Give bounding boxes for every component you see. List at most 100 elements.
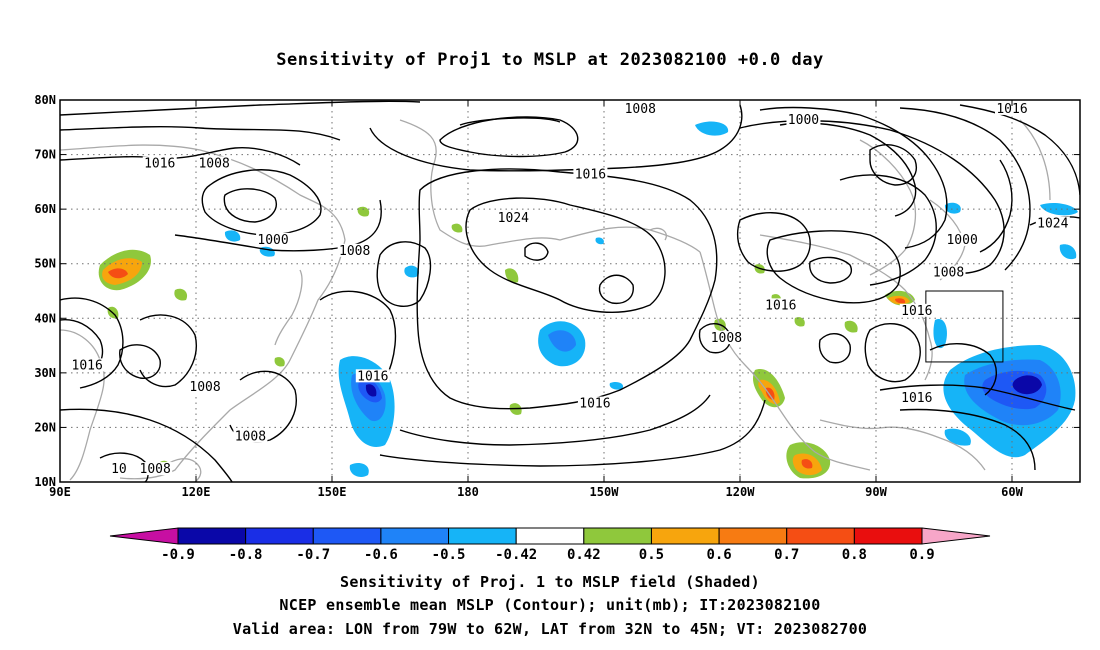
contour-label: 1000 xyxy=(946,233,977,248)
contour-label: 1008 xyxy=(933,266,964,281)
contour-label: 1016 xyxy=(579,397,610,412)
contour-label: 1008 xyxy=(189,380,220,395)
lon-label: 90W xyxy=(865,485,887,499)
contour-label-bg xyxy=(197,156,232,170)
contour-label: 10 xyxy=(111,462,127,477)
contour-label: 1008 xyxy=(625,102,656,117)
caption-valid-area: Valid area: LON from 79W to 62W, LAT fro… xyxy=(232,620,868,638)
contour-label-bg xyxy=(623,101,658,115)
lon-label: 90E xyxy=(49,485,71,499)
valid-area-box xyxy=(925,290,1004,363)
lon-label: 150W xyxy=(590,485,620,499)
contour-label: 1000 xyxy=(788,113,819,128)
lat-label: 40N xyxy=(34,311,56,325)
contour-label: 1016 xyxy=(72,358,103,373)
caption-contour: NCEP ensemble mean MSLP (Contour); unit(… xyxy=(279,596,821,614)
contour-label-bg xyxy=(899,303,934,317)
contour-label: 1016 xyxy=(996,102,1027,117)
chart-title: Sensitivity of Proj1 to MSLP at 20230821… xyxy=(276,50,824,70)
contour-label: 1024 xyxy=(498,211,529,226)
map-frame xyxy=(59,99,1081,483)
contour-label: 1016 xyxy=(901,304,932,319)
contour-label: 1008 xyxy=(198,156,229,171)
contour-label-bg xyxy=(109,462,128,476)
contour-label-bg xyxy=(142,156,177,170)
colorbar-label: -0.9 xyxy=(161,547,195,563)
contour-label-bg xyxy=(355,369,390,383)
lat-label: 70N xyxy=(34,148,56,162)
colorbar-swatch xyxy=(448,527,517,545)
lat-label: 10N xyxy=(34,475,56,489)
lat-label: 20N xyxy=(34,420,56,434)
lat-label: 80N xyxy=(34,93,56,107)
colorbar-label: 0.42 xyxy=(567,547,601,563)
colorbar-swatch xyxy=(177,527,247,545)
contour-label-bg xyxy=(256,232,291,246)
contour-label-bg xyxy=(233,429,268,443)
contour-label: 1008 xyxy=(711,331,742,346)
colorbar-swatch xyxy=(650,527,720,545)
contour-label-bg xyxy=(1035,216,1070,230)
coastlines xyxy=(60,119,1051,482)
lat-label: 60N xyxy=(34,202,56,216)
contour-label: 1016 xyxy=(765,298,796,313)
contour-label: 1000 xyxy=(257,233,288,248)
contour-label-bg xyxy=(573,167,608,181)
lon-label: 120W xyxy=(726,485,756,499)
colorbar-label: 0.9 xyxy=(909,547,934,563)
contour-label-bg xyxy=(70,358,105,372)
contour-label: 1016 xyxy=(901,391,932,406)
lon-label: 60W xyxy=(1001,485,1023,499)
colorbar-label: 0.5 xyxy=(639,547,664,563)
contour-label-bg xyxy=(496,211,531,225)
colorbar-label: -0.42 xyxy=(495,547,537,563)
contour-label-bg xyxy=(899,391,934,405)
contour-label: 1008 xyxy=(339,244,370,259)
contour-label: 1016 xyxy=(575,167,606,182)
colorbar-swatch xyxy=(380,527,450,545)
colorbar-swatch xyxy=(583,527,652,545)
colorbar-over-triangle xyxy=(921,527,991,545)
colorbar-label: 0.6 xyxy=(706,547,731,563)
sensitivity-shading xyxy=(98,121,1078,479)
caption-shading: Sensitivity of Proj. 1 to MSLP field (Sh… xyxy=(340,573,760,591)
contour-label-bg xyxy=(188,380,223,394)
colorbar-labels: -0.9 -0.8 -0.7 -0.6 -0.5 -0.42 0.42 0.5 0.6 0.7 0.… xyxy=(161,547,935,563)
contour-label-bg xyxy=(786,112,821,126)
contour-label-bg xyxy=(945,232,980,246)
lon-label: 120E xyxy=(182,485,211,499)
contour-label: 1016 xyxy=(357,369,388,384)
colorbar-swatch xyxy=(245,527,314,545)
colorbar-label: 0.7 xyxy=(774,547,799,563)
lon-label: 150E xyxy=(318,485,347,499)
colorbar xyxy=(109,527,991,545)
colorbar-under-triangle xyxy=(109,527,179,545)
colorbar-label: 0.8 xyxy=(842,547,867,563)
colorbar-label: -0.5 xyxy=(432,547,466,563)
mslp-contours xyxy=(60,100,1080,482)
contour-label-bg xyxy=(577,396,612,410)
contour-label-bg xyxy=(337,243,372,257)
contour-label-bg xyxy=(931,265,966,279)
contour-label: 1024 xyxy=(1037,217,1068,232)
colorbar-swatch xyxy=(853,527,923,545)
colorbar-label: -0.6 xyxy=(364,547,398,563)
contour-label: 1008 xyxy=(235,429,266,444)
axis-labels: 90E 120E 150E 180 150W 120W 90W 60W 80N 70N 60N 50N… xyxy=(34,93,1023,499)
colorbar-swatch xyxy=(312,527,382,545)
colorbar-swatch xyxy=(786,527,855,545)
lat-label: 30N xyxy=(34,366,56,380)
colorbar-swatch xyxy=(515,527,585,545)
contour-label: 1016 xyxy=(144,156,175,171)
contour-label-bg xyxy=(709,331,744,345)
axis-ticks xyxy=(59,99,1080,483)
lon-label: 180 xyxy=(457,485,479,499)
lat-label: 50N xyxy=(34,257,56,271)
colorbar-label: -0.8 xyxy=(229,547,263,563)
contour-labels: 1016 1008 1000 1008 1008 1000 1016 1016 1024 1024… xyxy=(70,101,1070,477)
contour-label: 1008 xyxy=(140,462,171,477)
contour-label-bg xyxy=(138,462,173,476)
contour-label-bg xyxy=(763,298,798,312)
colorbar-swatch xyxy=(718,527,788,545)
